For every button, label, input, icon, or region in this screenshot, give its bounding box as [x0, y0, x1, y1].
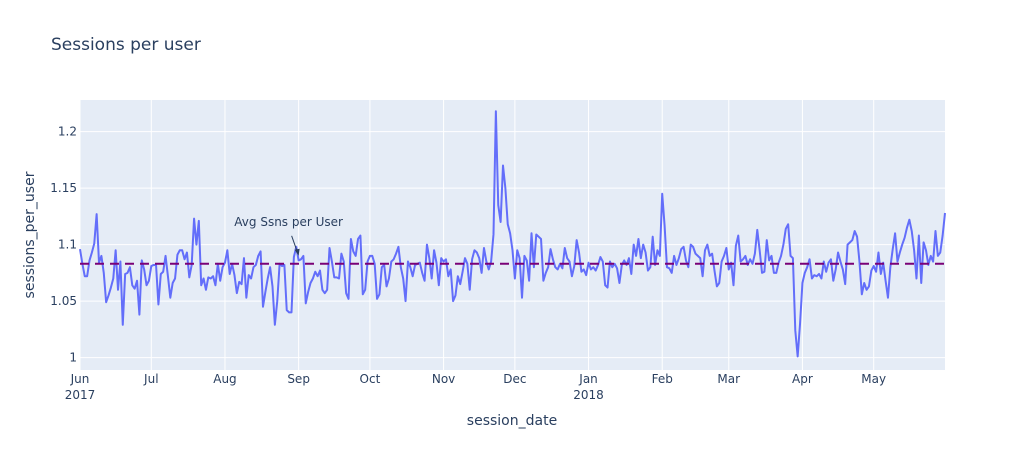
x-tick-label: Feb: [652, 372, 673, 386]
y-tick-label: 1.05: [50, 294, 77, 308]
x-tick-label: Oct: [360, 372, 381, 386]
chart-title: Sessions per user: [51, 35, 201, 55]
series-line: [79, 110, 946, 358]
x-tick-label: Jan: [578, 372, 598, 386]
x-tick-labels: Jun 2017 Jul Aug Sep Oct Nov Dec Jan 2018 Feb Mar Ap…: [65, 372, 886, 402]
x-tick-label: Dec: [503, 372, 526, 386]
x-gridlines: [79, 100, 875, 370]
x-tick-year-label: 2018: [573, 388, 604, 402]
y-tick-label: 1: [69, 351, 77, 365]
x-tick-year-label: 2017: [65, 388, 96, 402]
x-tick-label: Mar: [717, 372, 740, 386]
annotation-label: Avg Ssns per User: [234, 215, 343, 229]
x-tick-label: Aug: [213, 372, 236, 386]
series-layer: [79, 110, 946, 358]
x-tick-label: Apr: [792, 372, 813, 386]
y-axis-label: sessions_per_user: [22, 171, 38, 298]
x-tick-label: Jul: [143, 372, 158, 386]
y-tick-label: 1.2: [58, 125, 77, 139]
x-tick-label: Nov: [432, 372, 455, 386]
x-axis-label: session_date: [467, 413, 557, 429]
y-tick-label: 1.15: [50, 181, 77, 195]
plot-background: [80, 100, 945, 370]
x-tick-label: Jun: [70, 372, 90, 386]
annotation-arrowhead: [294, 248, 300, 256]
annotation-layer: Avg Ssns per User: [234, 215, 343, 256]
x-tick-label: May: [861, 372, 886, 386]
y-tick-label: 1.1: [58, 238, 77, 252]
y-tick-labels: 1 1.05 1.1 1.15 1.2: [50, 125, 77, 365]
x-tick-label: Sep: [287, 372, 310, 386]
